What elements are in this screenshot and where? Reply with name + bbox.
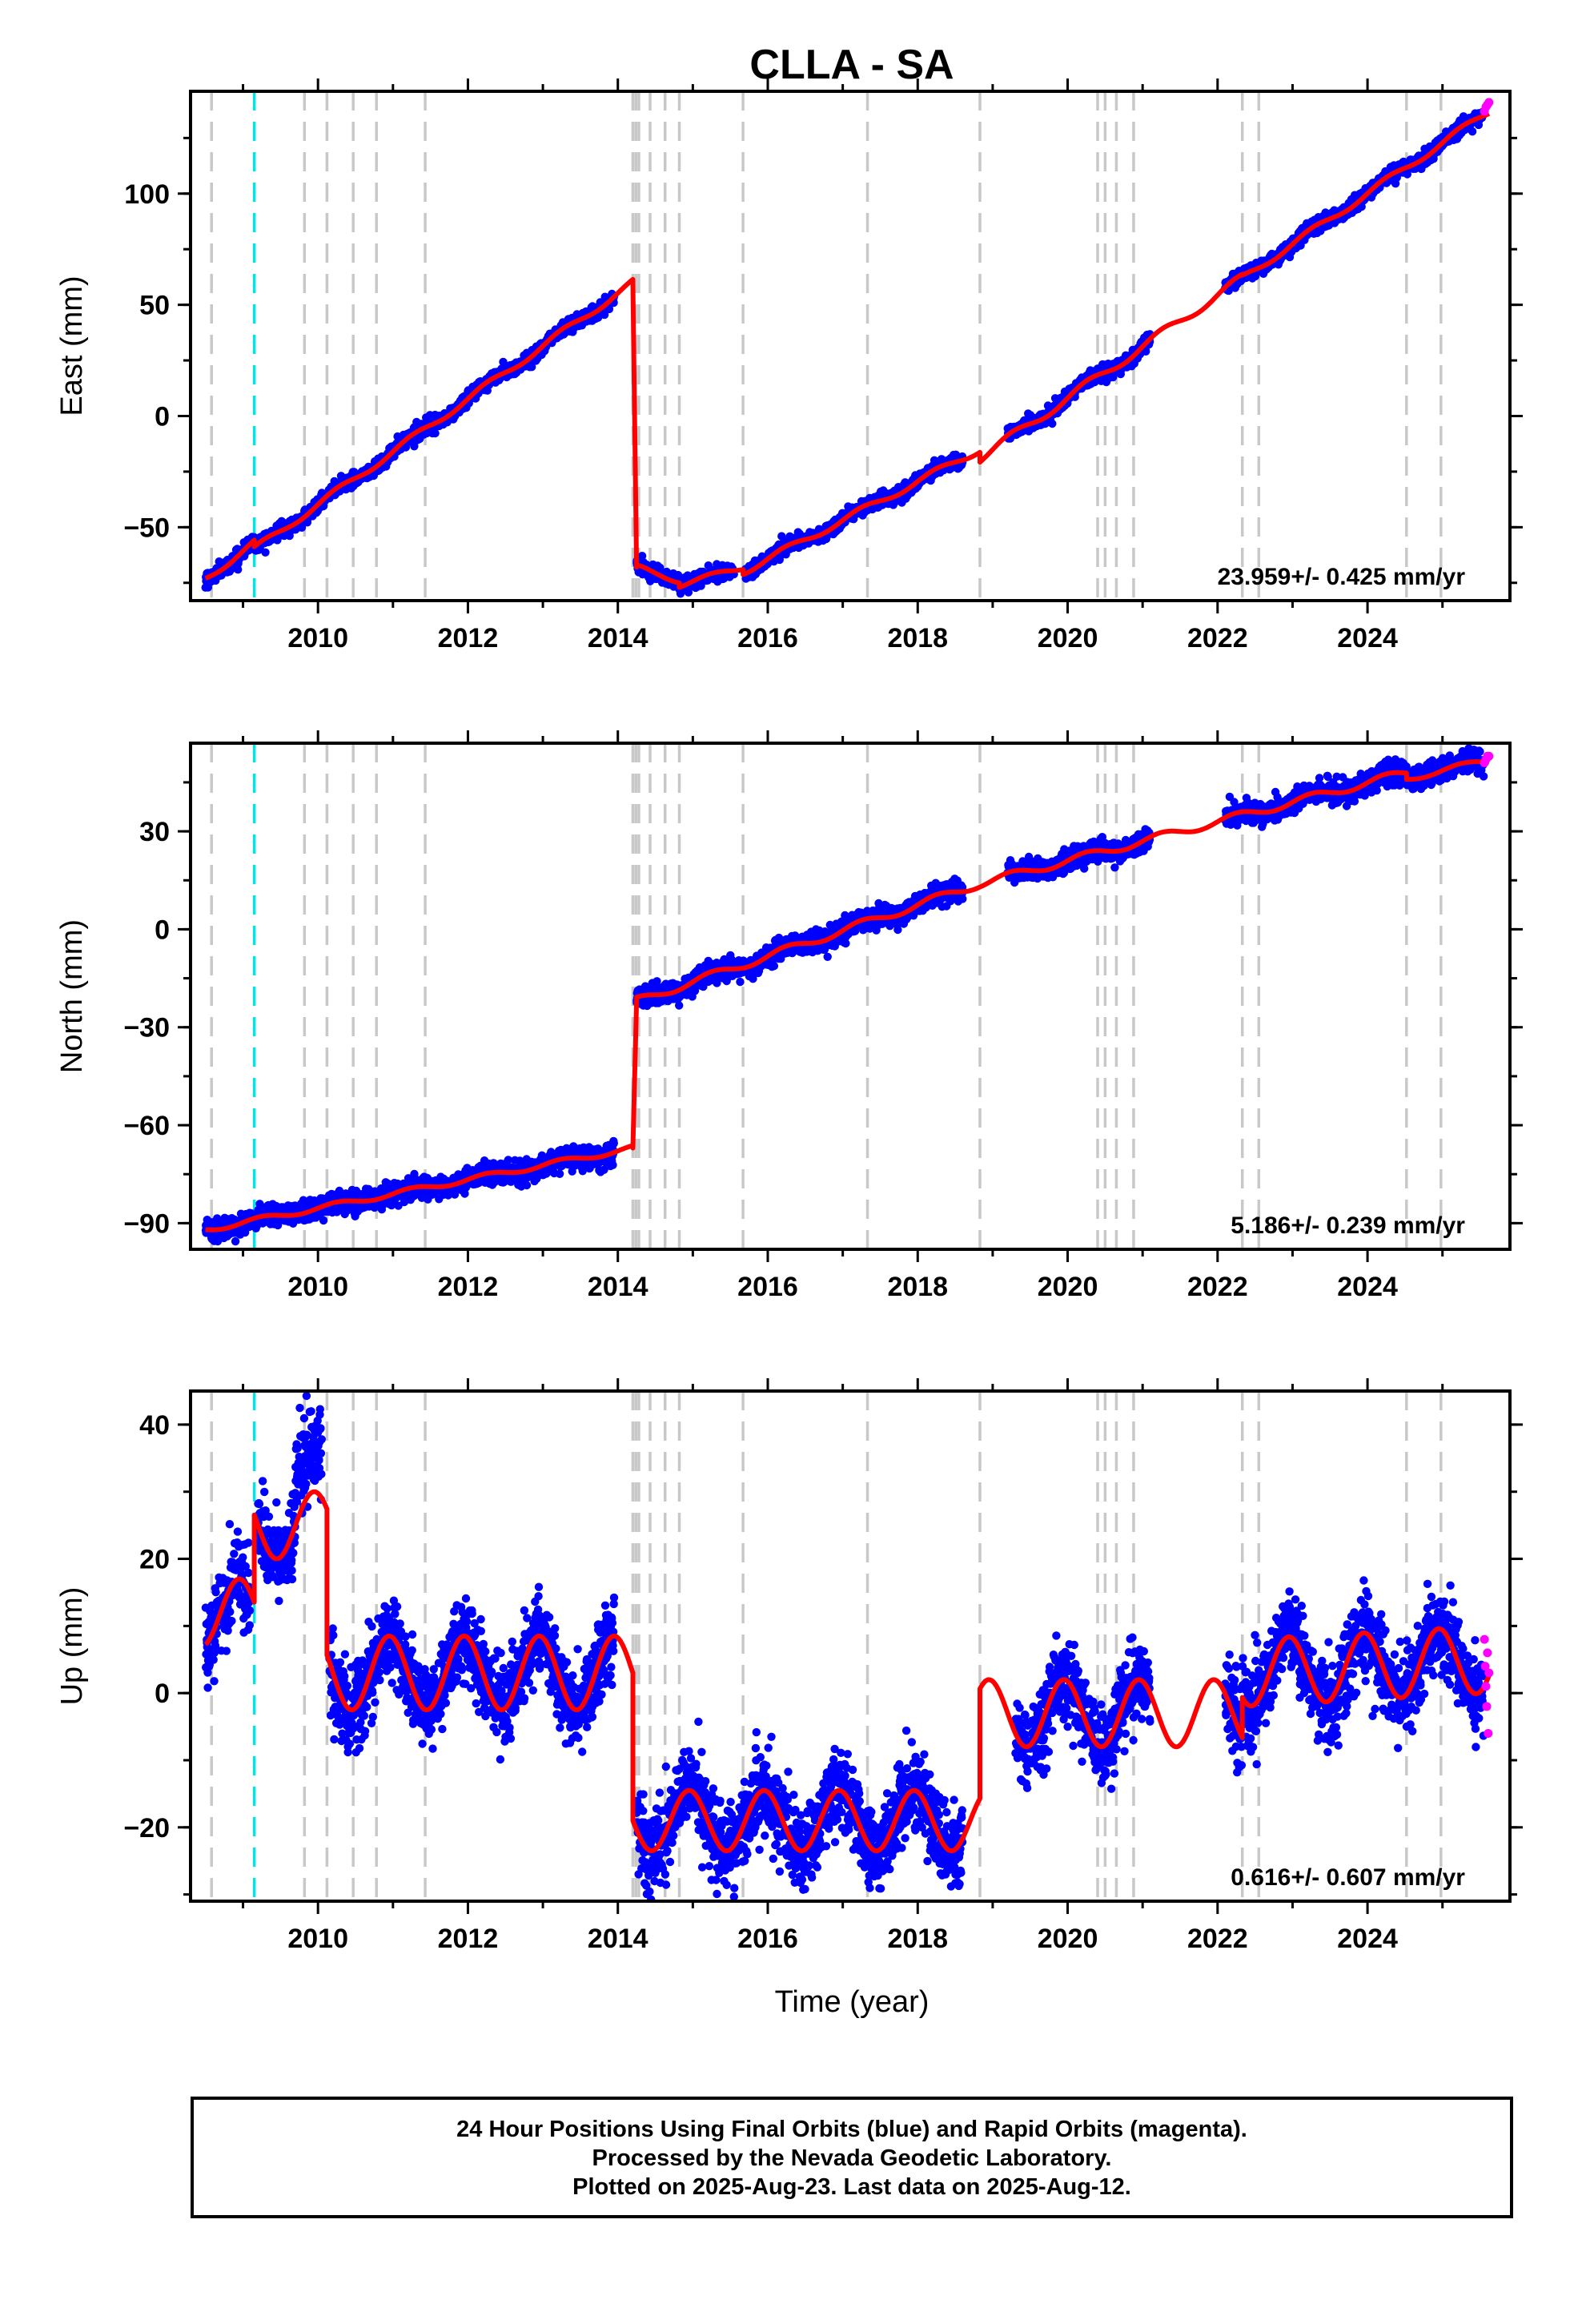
y-tick-label: −50 bbox=[123, 513, 170, 543]
model-fit-line bbox=[204, 111, 1491, 590]
final-orbits-points bbox=[201, 107, 1488, 598]
figure-title: CLLA - SA bbox=[749, 42, 954, 88]
x-tick-label: 2010 bbox=[287, 623, 348, 653]
x-tick-label: 2018 bbox=[887, 623, 948, 653]
y-tick-label: 100 bbox=[124, 179, 170, 210]
panel-north: 2010 2012 2014 2016 2018 2020 2022 2024−90−60−3… bbox=[55, 730, 1523, 1302]
y-tick-label: 0 bbox=[155, 401, 170, 432]
final-orbit-point bbox=[231, 1236, 240, 1246]
final-orbit-point bbox=[261, 548, 270, 557]
panel-east: 2010 2012 2014 2016 2018 2020 2022 2024 −50 0 50 10… bbox=[55, 78, 1523, 653]
final-orbit-point bbox=[234, 565, 243, 574]
final-orbit-point bbox=[1048, 419, 1057, 428]
x-tick-label: 2012 bbox=[438, 623, 499, 653]
final-orbits-points bbox=[201, 744, 1488, 1246]
velocity-rate-label: 23.959+/- 0.425 mm/yr bbox=[1218, 564, 1466, 590]
rapid-orbit-point bbox=[1484, 98, 1494, 107]
panel-frame bbox=[189, 90, 1512, 602]
final-orbit-point bbox=[431, 428, 440, 438]
x-tick-label: 2022 bbox=[1187, 623, 1248, 653]
final-orbit-point bbox=[528, 363, 536, 372]
x-tick-label: 2020 bbox=[1038, 623, 1098, 653]
x-tick-label: 2016 bbox=[737, 623, 798, 653]
final-orbit-point bbox=[1468, 127, 1477, 136]
y-tick-label: 50 bbox=[139, 291, 170, 321]
y-axis-label: East (mm) bbox=[55, 275, 89, 416]
x-tick-label: 2014 bbox=[588, 623, 648, 653]
x-tick-label: 2024 bbox=[1337, 623, 1398, 653]
